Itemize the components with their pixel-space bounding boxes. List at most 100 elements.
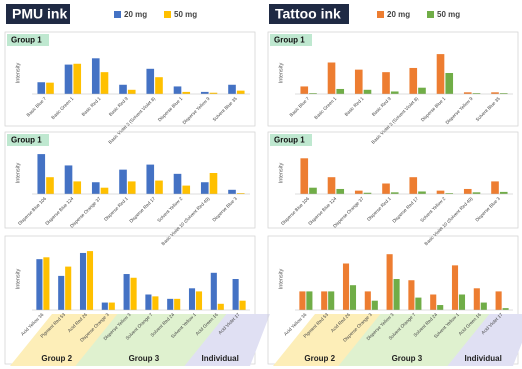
bar xyxy=(472,192,481,194)
bar xyxy=(73,63,82,94)
bar xyxy=(73,181,82,194)
bar xyxy=(58,275,65,310)
bar xyxy=(418,191,426,194)
bar xyxy=(473,288,480,310)
bar xyxy=(306,291,313,310)
bar xyxy=(328,291,335,310)
y-axis-label: Intensity xyxy=(278,269,284,290)
x-tick-label: Basic Red 1 xyxy=(81,96,102,117)
bar xyxy=(363,192,372,194)
bar xyxy=(495,291,502,310)
header-box xyxy=(6,4,70,24)
bar xyxy=(182,185,191,194)
bar xyxy=(209,92,218,94)
bar xyxy=(491,92,499,94)
x-tick-label: Basic Violet 10 (Solvent Red 49) xyxy=(160,196,211,247)
group-band xyxy=(447,314,522,366)
legend-label: 20 mg xyxy=(124,10,147,19)
bar xyxy=(437,305,444,310)
bar xyxy=(418,87,426,94)
legend-swatch xyxy=(164,11,171,18)
group-badge xyxy=(7,134,49,146)
group-label: Group 2 xyxy=(41,354,72,363)
legend-label: 50 mg xyxy=(174,10,197,19)
x-tick-label: Disperse Orange 37 xyxy=(69,196,102,229)
x-tick-label: Disperse Blue 106 xyxy=(280,196,310,226)
y-axis-label: Intensity xyxy=(15,63,21,84)
bar xyxy=(342,263,350,310)
group-label: Group 2 xyxy=(304,354,335,363)
group-title: Group 1 xyxy=(274,136,305,145)
bar xyxy=(119,169,127,194)
bar xyxy=(430,294,437,310)
bar xyxy=(232,279,239,310)
x-tick-label: Disperse Orange 37 xyxy=(332,196,365,229)
y-axis-label: Intensity xyxy=(15,269,21,290)
bar xyxy=(236,90,245,94)
header-box xyxy=(269,4,349,24)
bar xyxy=(309,93,317,94)
bar xyxy=(436,54,445,94)
x-tick-label: Disperse Blue 3 xyxy=(474,196,501,223)
bar xyxy=(445,193,454,194)
group-badge xyxy=(270,34,312,46)
bar xyxy=(210,272,217,310)
x-tick-label: Disperse Blue 1 xyxy=(157,96,184,123)
bar xyxy=(152,296,159,310)
bar xyxy=(502,308,509,310)
panel-frame xyxy=(267,131,519,229)
bar xyxy=(480,302,487,310)
bar xyxy=(436,190,445,194)
x-tick-label: Basic Green 1 xyxy=(313,96,337,120)
bar xyxy=(145,294,152,310)
legend-swatch xyxy=(427,11,434,18)
bar xyxy=(371,300,378,310)
bar xyxy=(491,181,499,194)
bar xyxy=(65,266,72,310)
bar xyxy=(228,84,236,94)
bar xyxy=(321,291,328,310)
group-label: Individual xyxy=(465,354,502,363)
bar xyxy=(64,165,73,194)
x-tick-label: Solvent Yellow 2 xyxy=(419,196,447,224)
bar xyxy=(43,257,50,310)
group-title: Group 1 xyxy=(274,36,305,45)
bar xyxy=(364,291,371,310)
bar xyxy=(349,285,357,310)
x-tick-label: Basic Red 9 xyxy=(371,96,392,117)
x-tick-label: Disperse Blue 3 xyxy=(211,196,238,223)
bar xyxy=(409,177,418,194)
x-tick-label: Basic Red 9 xyxy=(108,96,129,117)
panel-frame xyxy=(267,31,519,127)
bar xyxy=(463,92,472,94)
x-tick-label: Solvent Yellow 2 xyxy=(156,196,184,224)
header-title: Tattoo ink xyxy=(275,6,341,22)
bar xyxy=(64,64,73,94)
x-tick-label: Disperse Yellow 9 xyxy=(182,96,211,125)
bar xyxy=(393,279,400,310)
x-tick-label: Disperse Blue 124 xyxy=(44,196,74,226)
bar xyxy=(354,69,363,94)
group-label: Group 3 xyxy=(129,354,160,363)
group-label: Group 3 xyxy=(392,354,423,363)
bar xyxy=(336,188,345,194)
bar xyxy=(200,91,209,94)
bar xyxy=(79,252,87,310)
legend-swatch xyxy=(377,11,384,18)
bar xyxy=(451,265,459,310)
bar xyxy=(37,154,46,194)
bar xyxy=(146,68,155,94)
x-tick-label: Disperse Red 17 xyxy=(128,196,156,224)
header-title: PMU ink xyxy=(12,6,67,22)
bar xyxy=(182,91,191,94)
bar xyxy=(327,177,336,194)
x-tick-label: Basic Violet 10 (Solvent Red 49) xyxy=(423,196,474,247)
bar xyxy=(108,302,115,310)
bar xyxy=(386,254,393,310)
x-tick-label: Solvent Blue 35 xyxy=(475,96,502,123)
bar xyxy=(46,82,54,94)
bar xyxy=(146,164,155,194)
bar xyxy=(217,303,224,310)
bar xyxy=(200,182,209,194)
